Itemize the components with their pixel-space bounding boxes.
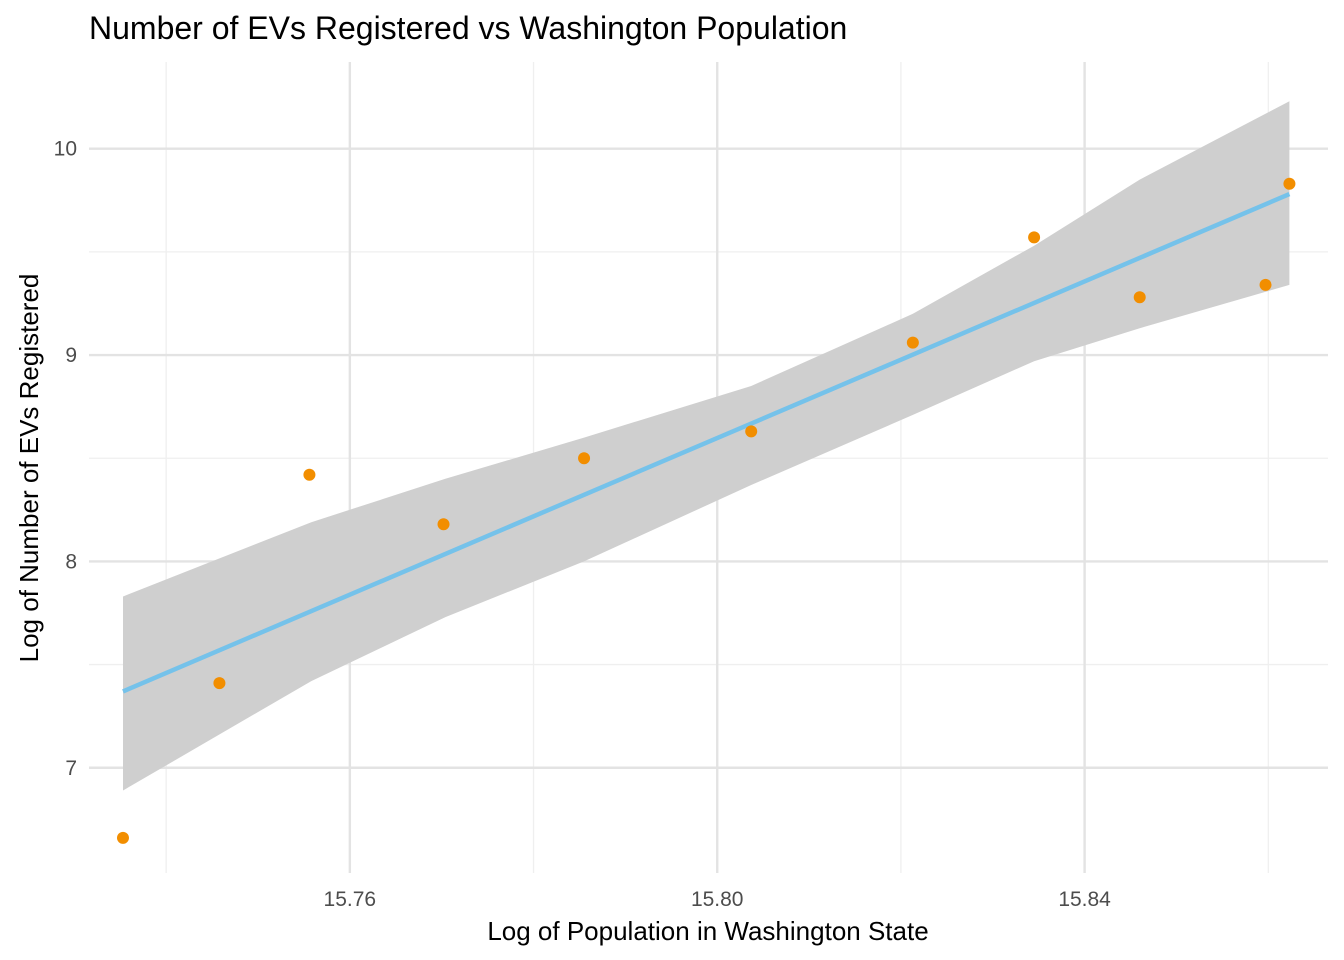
data-point (437, 518, 450, 531)
data-point (213, 677, 226, 690)
chart-title: Number of EVs Registered vs Washington P… (89, 10, 847, 46)
data-points (116, 177, 1296, 844)
data-point (1133, 291, 1146, 304)
data-point (745, 425, 758, 438)
y-tick-labels: 7 8 9 10 (54, 138, 77, 780)
y-tick-label: 10 (54, 138, 77, 161)
data-point (1259, 278, 1272, 291)
data-point (116, 831, 129, 844)
x-tick-label: 15.84 (1058, 888, 1111, 911)
y-axis-title: Log of Number of EVs Registered (14, 274, 44, 663)
data-point (1028, 231, 1041, 244)
confidence-band (123, 101, 1290, 791)
data-point (906, 336, 919, 349)
x-tick-label: 15.76 (324, 888, 377, 911)
data-point (578, 452, 591, 465)
data-point (1283, 177, 1296, 190)
y-tick-label: 8 (65, 550, 77, 573)
x-tick-label: 15.80 (691, 888, 744, 911)
y-tick-label: 7 (65, 757, 77, 780)
y-tick-label: 9 (65, 344, 77, 367)
x-tick-labels: 15.76 15.80 15.84 (324, 888, 1112, 911)
fit-line (122, 192, 1291, 694)
fit-line-layer (122, 192, 1291, 694)
confidence-band-layer (123, 101, 1290, 791)
x-axis-title: Log of Population in Washington State (487, 916, 928, 946)
data-point (303, 468, 316, 481)
